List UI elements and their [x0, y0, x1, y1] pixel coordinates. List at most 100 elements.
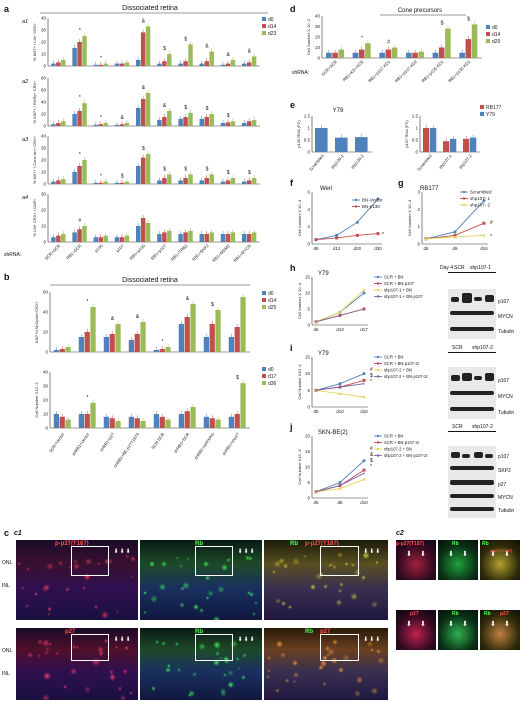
- arrow-icon: ⬇: [119, 549, 125, 555]
- panel-a-a2-ytick: 20: [41, 112, 47, 117]
- panel-a-a1-bar: [56, 62, 61, 66]
- panel-b-top-annotation: *: [87, 299, 89, 305]
- panel-a-a3-bar: [178, 180, 183, 184]
- c1-row1-label-3b: p-p27(T187): [305, 541, 339, 547]
- cell-nucleus: [342, 654, 351, 662]
- panel-a-legend-label: d14: [268, 24, 277, 30]
- cell-nucleus: [119, 695, 126, 700]
- cell-nucleus: [178, 601, 186, 609]
- panel-d-legend-label: d14: [492, 32, 501, 38]
- panel-a-a4-ytick: 20: [41, 208, 47, 213]
- panel-gbar-ytick: 1.5: [412, 114, 419, 119]
- c2-row2-label-3b: p27: [500, 611, 509, 617]
- panel-d-annotation: *: [361, 35, 363, 41]
- panel-a-a2-bar: [56, 123, 61, 126]
- panel-b-top-ytick: 60: [43, 290, 49, 295]
- panel-b-top-bar: [65, 347, 71, 352]
- cell-nucleus: [321, 654, 329, 662]
- panel-a-a2-bar: [72, 114, 77, 126]
- blot-h-row-3: Tubulin: [498, 329, 515, 335]
- panel-d-ytick: 0: [317, 56, 320, 61]
- cell-nucleus: [219, 689, 227, 697]
- blot-j-image: [448, 446, 496, 518]
- panel-h-point: ×: [363, 307, 366, 312]
- panel-g-point: [424, 237, 428, 240]
- cell-nucleus: [332, 564, 337, 570]
- panel-b-top-legend-label: d0: [268, 291, 274, 297]
- panel-f-series-line: [315, 198, 379, 241]
- panel-b-top-bar: [109, 334, 115, 352]
- panel-a-a4-bar: [199, 234, 205, 242]
- panel-b-top-bar: [184, 317, 190, 352]
- panel-e-ylabel: p130 RNA (FC): [296, 120, 301, 148]
- panel-a-a4-bar: [157, 234, 162, 242]
- panel-f-annotation: *: [382, 232, 384, 238]
- panel-gbar-bar: [430, 128, 437, 152]
- cell-nucleus: [330, 656, 339, 664]
- panel-e-category-label: shp130-1: [330, 153, 345, 170]
- c1-row1-onl: ONL: [2, 560, 13, 566]
- panel-h-legend-label: shp107-1 + BN: [384, 288, 412, 293]
- panel-a-a4-bar: [162, 232, 167, 242]
- panel-a-legend-swatch: [262, 17, 266, 21]
- panel-i-point: ×: [339, 385, 342, 390]
- panel-h-title: Y79: [318, 271, 329, 277]
- panel-a-category-label: RB1+MDM2: [211, 243, 231, 263]
- panel-d-legend-swatch: [486, 32, 490, 36]
- cell-nucleus: [207, 589, 215, 597]
- panel-g-point: [482, 233, 486, 237]
- cell-nucleus: [64, 586, 71, 593]
- panel-gbar-bar: [463, 138, 470, 152]
- panel-i-legend-marker: [376, 355, 380, 359]
- panel-i-point: [362, 372, 366, 376]
- panel-d-bar: [438, 47, 445, 58]
- panel-a-category-label: p130: [94, 243, 105, 254]
- panel-a-a4-bar: [246, 234, 252, 242]
- panel-a-a2-ylabel: % Ki67+ / RXRy+ CRX+: [32, 80, 37, 124]
- panel-b-top-legend-swatch: [262, 298, 266, 302]
- panel-i-legend-marker: [376, 375, 380, 378]
- panel-f-series-line: [315, 233, 379, 241]
- panel-d-annotation: #: [387, 40, 390, 46]
- panel-a-a3-bar: [183, 178, 188, 184]
- panel-h-ytick: 0: [307, 323, 310, 328]
- panel-d-bar: [471, 24, 478, 58]
- panel-d-shrna-label: shRNA:: [292, 70, 309, 76]
- panel-f-xtick: d8: [313, 246, 319, 251]
- blot-j: SCR shp107-2 p107 SKP2 p27 MYCN Tubulin: [440, 422, 520, 522]
- c1-row1-image-1: ⬇ ⬇ ⬇: [16, 540, 138, 620]
- cell-nucleus: [254, 601, 258, 605]
- panel-a-a1-bar: [119, 63, 125, 66]
- panel-a-a3-annotation: $: [227, 170, 230, 176]
- arrow-icon: ⬇: [125, 549, 131, 555]
- panel-a-category-label: RB1+MYCN: [232, 243, 252, 263]
- panel-a-a1-bar: [124, 62, 130, 66]
- panel-d-bar: [459, 52, 465, 58]
- panel-b-bottom-ytick: 30: [43, 384, 49, 389]
- panel-a-a4-bar: [119, 237, 125, 242]
- c2-row2-image-1: ⬇ ⬇: [396, 610, 436, 650]
- panel-b-bottom-legend-label: d0: [268, 367, 274, 373]
- panel-a-a1-bar: [145, 26, 151, 66]
- panel-a-a2-bar: [157, 120, 162, 126]
- panel-d-category-label: RB1+p130 KD2: [447, 59, 472, 84]
- panel-c1-label: c1: [14, 530, 22, 537]
- cell-nucleus: [350, 592, 358, 601]
- cell-nucleus: [45, 646, 51, 652]
- panel-h-ylabel: Cell Number X 10 -4: [297, 282, 302, 319]
- panel-h-ytick: 5: [307, 307, 310, 312]
- cell-nucleus: [43, 650, 49, 655]
- cell-nucleus: [320, 660, 327, 667]
- panel-b-category-label: shRB1+shp27: [221, 431, 241, 456]
- panel-e-bar: [335, 137, 348, 152]
- panel-a-a4-bar: [93, 237, 99, 242]
- panel-a-legend-swatch: [262, 31, 266, 35]
- panel-j-legend-marker: [376, 454, 380, 457]
- cell-nucleus: [204, 575, 210, 581]
- c1-row2-inl: INL: [2, 671, 10, 677]
- cell-nucleus: [248, 592, 254, 598]
- cell-nucleus: [251, 611, 256, 617]
- panel-i-legend-label: shp107-2 + BN: [384, 368, 412, 373]
- cell-nucleus: [275, 640, 284, 648]
- cell-nucleus: [26, 652, 33, 659]
